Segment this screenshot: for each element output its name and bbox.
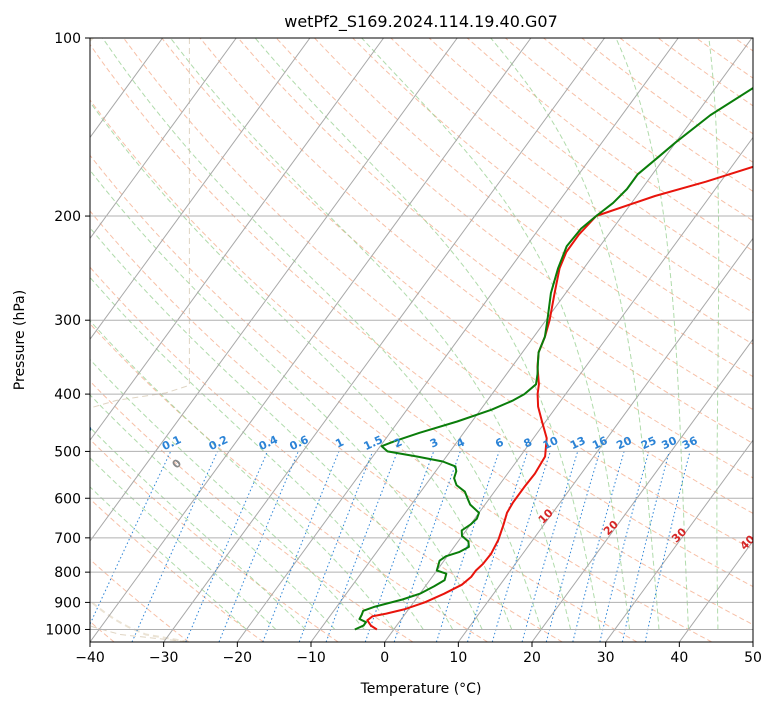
x-axis-label: Temperature (°C) bbox=[360, 681, 482, 697]
dry-adiabat-line bbox=[352, 38, 753, 345]
x-tick-label: 0 bbox=[380, 650, 389, 666]
mixing-ratio-line bbox=[467, 451, 529, 642]
y-tick-label: 600 bbox=[54, 491, 81, 507]
dry-adiabat-line bbox=[90, 380, 414, 642]
mixing-ratio-line bbox=[298, 451, 374, 642]
x-tick-label: −10 bbox=[296, 650, 326, 666]
reference-curve bbox=[90, 38, 190, 642]
moist-adiabat-line bbox=[490, 38, 660, 630]
moist-adiabat-line bbox=[102, 38, 542, 630]
mixing-ratio-line bbox=[393, 451, 461, 642]
dry-adiabat-line bbox=[314, 38, 753, 378]
temperature-profile-line bbox=[366, 165, 753, 631]
mixing-ratio-line bbox=[599, 451, 650, 642]
moist-adiabat-line bbox=[254, 38, 601, 630]
mixing-ratio-line bbox=[218, 451, 299, 642]
mixing-ratio-label: 30 bbox=[660, 434, 680, 452]
x-tick-label: −20 bbox=[223, 650, 253, 666]
moist-adiabat-line bbox=[361, 38, 630, 630]
isotherm-line bbox=[310, 38, 753, 642]
mixing-ratio-label: 10 bbox=[541, 434, 561, 452]
y-tick-label: 200 bbox=[54, 209, 81, 225]
moist-adiabat-line bbox=[90, 101, 513, 630]
isotherm-line bbox=[90, 38, 532, 642]
mixing-ratio-line bbox=[364, 451, 435, 642]
y-tick-label: 400 bbox=[54, 387, 81, 403]
mixing-ratio-label: 25 bbox=[639, 434, 658, 452]
dry-adiabat-line bbox=[90, 154, 712, 642]
mixing-ratio-label: 13 bbox=[568, 434, 587, 452]
isotherm-line bbox=[90, 38, 237, 240]
mixing-ratio-line bbox=[435, 451, 500, 642]
y-tick-label: 300 bbox=[54, 313, 81, 329]
dry-adiabat-line bbox=[123, 38, 753, 551]
y-tick-label: 1000 bbox=[45, 622, 81, 638]
x-axis-ticks: −40 −30 −20 −10 0 10 20 30 40 50 bbox=[75, 642, 762, 666]
mixing-ratio-line bbox=[621, 451, 670, 642]
dry-adiabat-line bbox=[90, 558, 190, 642]
moist-adiabat-line bbox=[90, 486, 247, 630]
x-tick-label: 20 bbox=[523, 650, 541, 666]
y-axis-ticks: 100 200 300 400 500 600 700 800 900 1000 bbox=[45, 31, 90, 638]
dry-adiabat-line bbox=[161, 38, 753, 514]
moist-adiabat-line bbox=[90, 320, 395, 630]
mixing-ratio-label: 36 bbox=[680, 434, 700, 452]
mixing-ratio-line bbox=[521, 451, 579, 642]
isotherm-line bbox=[90, 38, 384, 442]
dry-adiabat-line bbox=[90, 99, 753, 626]
mixing-ratio-line bbox=[545, 451, 601, 642]
moist-adiabat-line bbox=[90, 457, 277, 630]
moist-adiabat-line bbox=[90, 394, 336, 630]
x-tick-label: 30 bbox=[597, 650, 615, 666]
moist-adiabat-line bbox=[170, 38, 572, 630]
moist-adiabat-line bbox=[615, 38, 689, 630]
x-tick-label: 50 bbox=[744, 650, 762, 666]
y-tick-label: 100 bbox=[54, 31, 81, 47]
x-tick-label: 10 bbox=[449, 650, 467, 666]
isotherm-line bbox=[163, 38, 605, 642]
dry-adiabat-line bbox=[90, 43, 753, 588]
y-tick-label: 500 bbox=[54, 444, 81, 460]
isotherm-line bbox=[457, 237, 753, 642]
isotherm-line bbox=[605, 439, 753, 642]
x-tick-label: 40 bbox=[670, 650, 688, 666]
mixing-ratio-line bbox=[131, 451, 218, 642]
x-tick-label: −30 bbox=[149, 650, 179, 666]
plot-frame bbox=[89, 37, 754, 643]
isotherm-line bbox=[531, 338, 753, 642]
dry-adiabat-line bbox=[199, 38, 753, 479]
moist-adiabat-line bbox=[708, 38, 720, 630]
mixing-ratio-line bbox=[572, 451, 625, 642]
y-tick-label: 700 bbox=[54, 531, 81, 547]
profile-series bbox=[354, 86, 753, 631]
isotherm-line bbox=[384, 136, 753, 642]
moist-adiabat-line bbox=[90, 426, 306, 630]
dry-adiabat-line bbox=[90, 266, 563, 642]
y-tick-label: 900 bbox=[54, 595, 81, 611]
y-tick-label: 800 bbox=[54, 565, 81, 581]
mixing-ratio-line bbox=[325, 451, 398, 642]
mixing-ratio-line bbox=[491, 451, 551, 642]
moist-adiabat-line bbox=[90, 358, 365, 630]
mixing-ratio-label: 20 bbox=[614, 434, 634, 452]
isotherm-line bbox=[236, 38, 679, 642]
x-tick-label: −40 bbox=[75, 650, 105, 666]
dry-adiabat-label: -10 bbox=[72, 421, 95, 444]
chart-title: wetPf2_S169.2024.114.19.40.G07 bbox=[284, 12, 558, 32]
mixing-ratio-label: 16 bbox=[590, 434, 610, 452]
background-reference-lines bbox=[90, 38, 753, 642]
mixing-ratio-line bbox=[262, 451, 340, 642]
y-axis-label: Pressure (hPa) bbox=[12, 290, 28, 390]
dewpoint-profile-line bbox=[354, 86, 753, 631]
isotherm-line bbox=[90, 38, 458, 542]
isotherm-line bbox=[90, 38, 311, 341]
mixing-ratio-line bbox=[185, 451, 268, 642]
moist-adiabat-line bbox=[90, 169, 483, 630]
